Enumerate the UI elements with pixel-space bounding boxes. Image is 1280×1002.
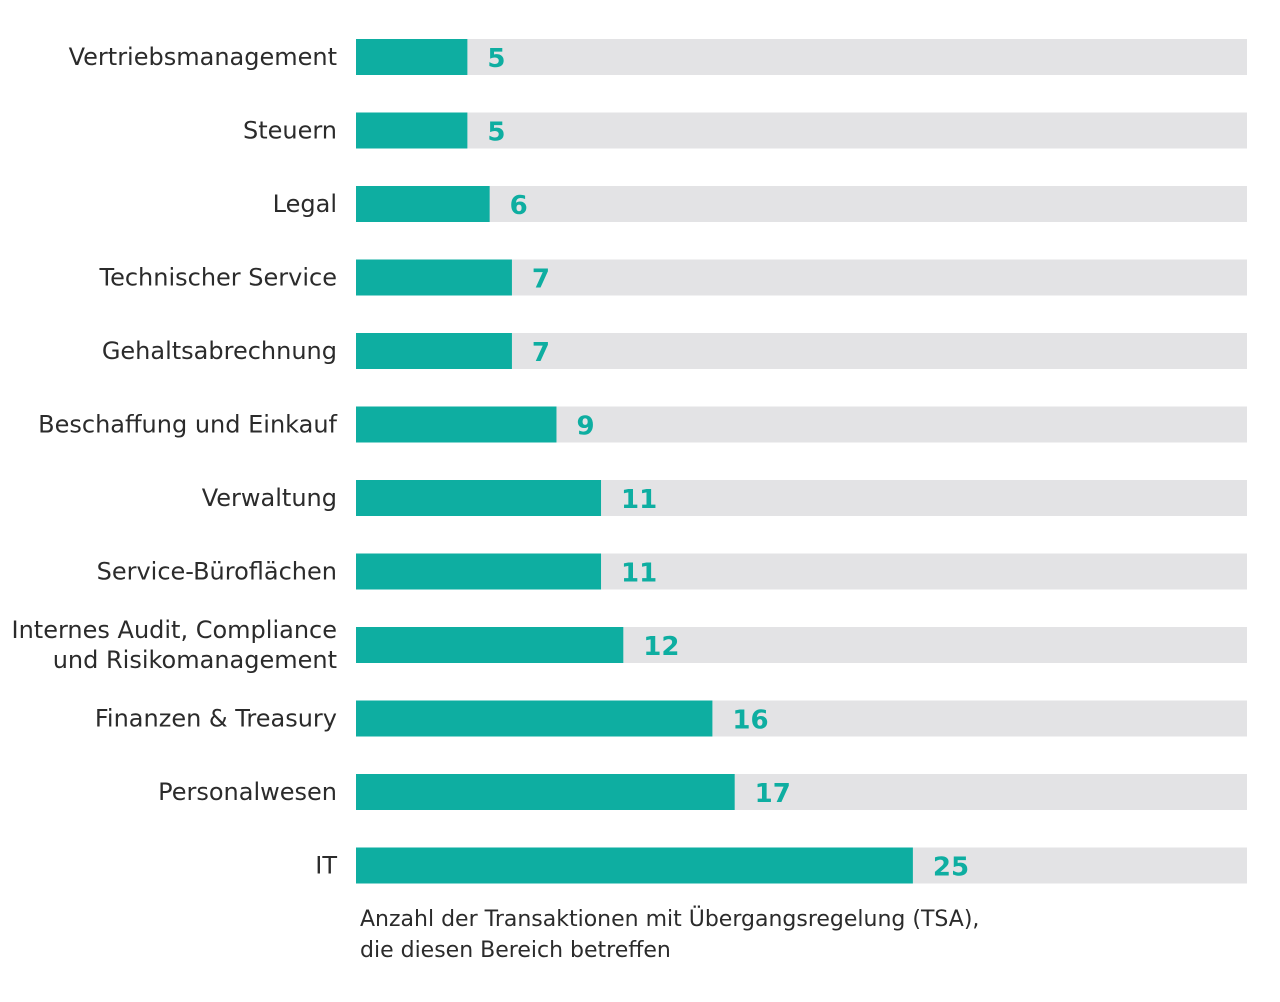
bar <box>356 847 913 884</box>
category-label: Personalwesen <box>158 778 337 806</box>
bar <box>356 259 512 296</box>
category-label: Steuern <box>243 117 337 145</box>
category-label: Verwaltung <box>202 484 337 512</box>
value-label: 17 <box>755 779 791 809</box>
bar <box>356 627 624 663</box>
bar <box>356 553 602 590</box>
value-label: 12 <box>643 632 679 662</box>
category-label: und Risikomanagement <box>53 646 337 674</box>
bar <box>356 39 468 75</box>
value-label: 9 <box>576 412 594 442</box>
bar-track <box>356 112 1247 149</box>
bar-track <box>356 39 1247 75</box>
value-label: 7 <box>532 265 550 295</box>
value-label: 25 <box>933 853 969 883</box>
value-label: 11 <box>621 559 657 589</box>
x-axis-caption-line-2: die diesen Bereich betreffen <box>360 938 671 963</box>
category-label: Legal <box>273 190 337 218</box>
value-label: 7 <box>532 338 550 368</box>
category-label: Internes Audit, Compliance <box>12 616 338 644</box>
bar <box>356 186 490 222</box>
category-label: IT <box>315 852 337 880</box>
value-label: 16 <box>732 706 768 736</box>
category-label: Vertriebsmanagement <box>69 43 337 71</box>
value-label: 6 <box>510 191 528 221</box>
bar <box>356 774 735 810</box>
bar <box>356 480 602 516</box>
category-label: Beschaffung und Einkauf <box>38 411 337 439</box>
bar-track <box>356 186 1247 222</box>
x-axis-caption-line-1: Anzahl der Transaktionen mit Übergangsre… <box>360 907 980 932</box>
bar <box>356 333 512 369</box>
value-label: 11 <box>621 485 657 515</box>
category-label: Service-Büroflächen <box>97 558 337 586</box>
category-label: Gehaltsabrechnung <box>102 337 337 365</box>
value-label: 5 <box>487 44 505 74</box>
bar <box>356 406 557 443</box>
category-label: Finanzen & Treasury <box>95 705 337 733</box>
bar <box>356 112 468 149</box>
value-label: 5 <box>487 118 505 148</box>
bar <box>356 700 713 737</box>
x-axis-caption: Anzahl der Transaktionen mit Übergangsre… <box>360 904 1160 966</box>
category-label: Technischer Service <box>98 264 337 292</box>
